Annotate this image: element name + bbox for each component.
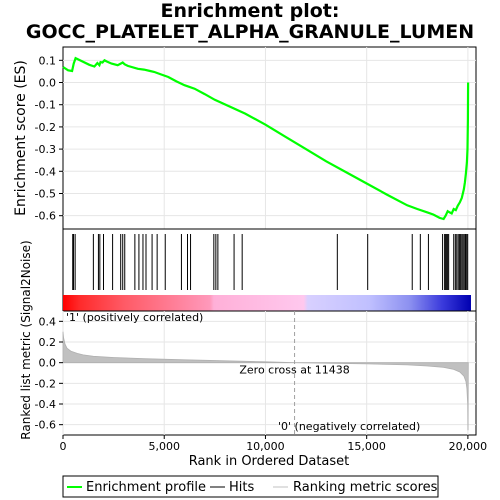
positive-correlation-label: '1' (positively correlated) <box>66 311 203 324</box>
title-line-1: Enrichment plot: <box>160 0 340 22</box>
metric-area-layer <box>62 331 469 431</box>
negative-correlation-label: '0' (negatively correlated) <box>278 420 420 433</box>
metric-x-label: Rank in Ordered Dataset <box>189 454 350 469</box>
rank-color-strip <box>63 295 471 311</box>
metric-x-tick-label: 10,000 <box>246 440 285 453</box>
enrichment-y-tick-label: -0.2 <box>35 121 56 134</box>
metric-x-tick-label: 15,000 <box>347 440 386 453</box>
metric-y-tick-label: 0.2 <box>39 336 57 349</box>
hits-layer <box>72 234 469 290</box>
legend-metric-label: Ranking metric scores <box>293 480 438 495</box>
metric-panel: 0.4 0.2 0.0 -0.2 -0.4 -0.6 0 5,000 10,000 15,000… <box>19 240 487 469</box>
enrichment-panel-frame <box>62 46 477 230</box>
zero-cross-label: Zero cross at 11438 <box>239 364 349 377</box>
legend: Enrichment profile Hits Ranking metric s… <box>62 475 439 498</box>
metric-y-axis: 0.4 0.2 0.0 -0.2 -0.4 -0.6 <box>35 315 63 432</box>
ranking-metric-area <box>62 331 469 431</box>
metric-x-tick-label: 20,000 <box>449 440 488 453</box>
metric-x-tick-label: 0 <box>60 440 67 453</box>
metric-y-tick-label: -0.2 <box>35 377 56 390</box>
enrichment-y-tick-label: -0.6 <box>35 210 56 223</box>
enrichment-y-axis: 0.1 0.0 -0.1 -0.2 -0.3 -0.4 -0.5 -0.6 <box>35 54 63 223</box>
enrichment-y-tick-label: -0.3 <box>35 143 56 156</box>
metric-y-tick-label: -0.6 <box>35 419 56 432</box>
metric-x-tick-label: 5,000 <box>148 440 180 453</box>
enrichment-y-tick-label: 0.0 <box>39 77 57 90</box>
enrichment-line-layer <box>62 56 470 221</box>
metric-y-tick-label: 0.4 <box>39 315 57 328</box>
enrichment-y-tick-label: -0.1 <box>35 99 56 112</box>
metric-y-label: Ranked list metric (Signal2Noise) <box>19 240 33 439</box>
metric-y-tick-label: 0.0 <box>39 357 57 370</box>
legend-enrichment-label: Enrichment profile <box>86 480 206 495</box>
enrichment-y-tick-label: 0.1 <box>39 54 57 67</box>
enrichment-y-label: Enrichment score (ES) <box>13 60 29 216</box>
hits-panel <box>62 228 477 312</box>
legend-frame <box>62 475 439 498</box>
title-line-2: GOCC_PLATELET_ALPHA_GRANULE_LUMEN <box>25 21 475 43</box>
metric-y-tick-label: -0.4 <box>35 398 56 411</box>
enrichment-y-tick-label: -0.5 <box>35 187 56 200</box>
enrichment-grid <box>63 47 476 229</box>
legend-hits-label: Hits <box>229 480 254 495</box>
enrichment-profile-line <box>62 56 470 221</box>
enrichment-y-tick-label: -0.4 <box>35 165 56 178</box>
enrichment-panel: 0.1 0.0 -0.1 -0.2 -0.3 -0.4 -0.5 -0.6 Enrichmen… <box>13 46 477 230</box>
metric-x-axis: 0 5,000 10,000 15,000 20,000 <box>60 435 488 453</box>
